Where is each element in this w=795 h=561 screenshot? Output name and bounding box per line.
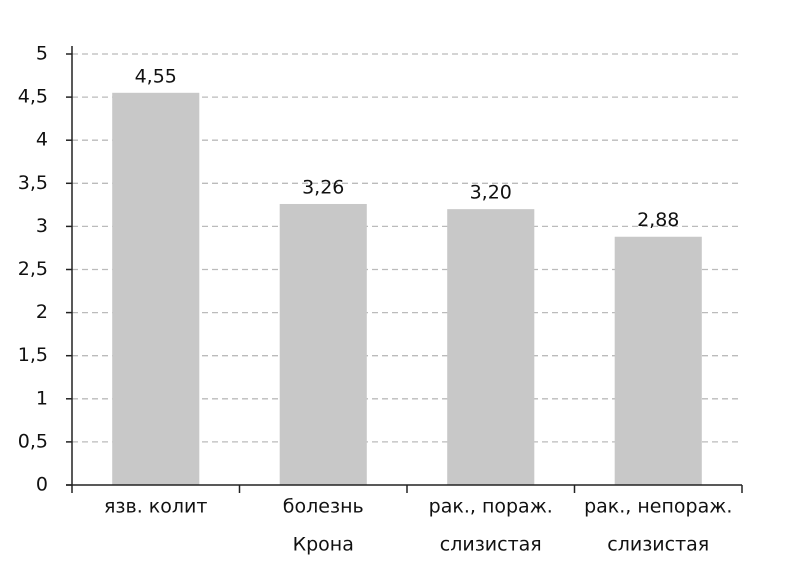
- y-tick-label: 3: [36, 215, 48, 237]
- bar: [614, 236, 702, 485]
- x-tick-label: Крона: [293, 534, 354, 556]
- x-tick-label: язв. колит: [104, 496, 207, 518]
- x-tick-label: рак., пораж.: [429, 496, 553, 518]
- y-tick-label: 2: [36, 301, 48, 323]
- y-tick-label: 4,5: [18, 86, 48, 108]
- y-tick-label: 0,5: [18, 430, 48, 452]
- bar: [447, 209, 535, 485]
- bar: [279, 203, 367, 485]
- y-tick-label: 4: [36, 129, 48, 151]
- y-tick-label: 3,5: [18, 172, 48, 194]
- value-label: 4,55: [135, 65, 177, 87]
- y-tick-label: 1: [36, 387, 48, 409]
- y-tick-label: 5: [36, 43, 48, 65]
- y-tick-label: 1,5: [18, 344, 48, 366]
- x-tick-label: слизистая: [607, 534, 709, 556]
- x-tick-label: слизистая: [440, 534, 542, 556]
- y-tick-label: 2,5: [18, 258, 48, 280]
- y-tick-label: 0: [36, 474, 48, 496]
- value-label: 2,88: [637, 209, 679, 231]
- value-label: 3,26: [302, 176, 344, 198]
- x-tick-label: рак., непораж.: [584, 496, 732, 518]
- value-label: 3,20: [470, 182, 512, 204]
- bar: [112, 92, 200, 485]
- x-tick-label: болезнь: [283, 496, 364, 518]
